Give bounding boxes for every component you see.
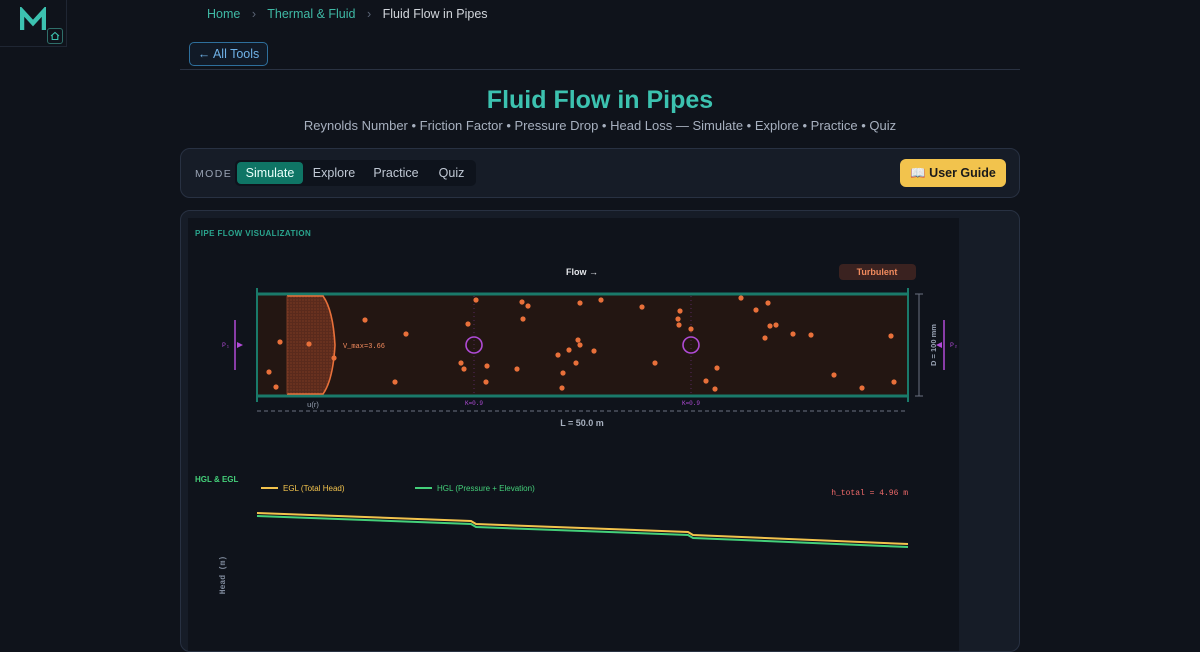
flow-particle [753, 307, 759, 313]
flow-particle [266, 369, 272, 375]
tab-explore[interactable]: Explore [312, 166, 356, 180]
profile-label: u(r) [307, 400, 319, 409]
p2-label: P₂ [950, 342, 958, 349]
pipe-flow-svg: PIPE FLOW VISUALIZATION Flow → Turbulent… [195, 229, 958, 594]
breadcrumb: Home › Thermal & Fluid › Fluid Flow in P… [207, 7, 488, 21]
flow-particle [575, 337, 581, 343]
flow-particle [559, 385, 565, 391]
hgl-line [256, 515, 909, 548]
flow-particle [484, 363, 490, 369]
page-subtitle: Reynolds Number • Friction Factor • Pres… [303, 118, 897, 133]
flow-particle [652, 360, 658, 366]
flow-particle [514, 366, 520, 372]
egl-line [256, 512, 909, 545]
hgl-heading: HGL & EGL [195, 475, 239, 484]
flow-particle [273, 384, 279, 390]
p1-label: P₁ [222, 342, 230, 349]
mode-label: MODE [195, 168, 233, 180]
flow-particle [714, 365, 720, 371]
flow-particle [888, 333, 894, 339]
flow-particle [577, 300, 583, 306]
breadcrumb-home[interactable]: Home [207, 7, 241, 21]
flow-particle [891, 379, 897, 385]
mode-bar: MODE Simulate Explore Practice Quiz 📖 Us… [180, 148, 1020, 198]
flow-particle [773, 322, 779, 328]
header-divider [180, 69, 1020, 70]
flow-particle [591, 348, 597, 354]
velocity-max-label: V_max=3.66 [343, 343, 385, 351]
flow-particle [277, 339, 283, 345]
flow-particle [458, 360, 464, 366]
length-label: L = 50.0 m [560, 418, 604, 428]
visualization-panel: PIPE FLOW VISUALIZATION Flow → Turbulent… [180, 210, 1020, 652]
flow-particle [465, 321, 471, 327]
flow-particle [738, 295, 744, 301]
flow-particle [808, 332, 814, 338]
tab-simulate[interactable]: Simulate [237, 162, 303, 184]
flow-particle [676, 322, 682, 328]
flow-particle [403, 331, 409, 337]
flow-particle [566, 347, 572, 353]
flow-particle [461, 366, 467, 372]
flow-particle [525, 303, 531, 309]
breadcrumb-separator: › [251, 7, 256, 21]
head-axis-label: Head (m) [219, 556, 228, 594]
tab-practice[interactable]: Practice [373, 166, 419, 180]
flow-particle [306, 341, 312, 347]
flow-particle [483, 379, 489, 385]
home-icon[interactable] [47, 28, 63, 44]
user-guide-button[interactable]: 📖 User Guide [900, 159, 1006, 187]
fitting-1-label: K=0.9 [465, 400, 483, 407]
flow-particle [677, 308, 683, 314]
flow-particle [519, 299, 525, 305]
hgl-legend-label: HGL (Pressure + Elevation) [437, 484, 535, 493]
flow-particle [331, 355, 337, 361]
flow-particle [598, 297, 604, 303]
p2-arrow-icon [936, 342, 942, 348]
page-title: Fluid Flow in Pipes [486, 86, 714, 114]
breadcrumb-current: Fluid Flow in Pipes [382, 7, 488, 21]
flow-particle [520, 316, 526, 322]
flow-particle [555, 352, 561, 358]
visualization-canvas: PIPE FLOW VISUALIZATION Flow → Turbulent… [188, 218, 959, 651]
flow-particle [639, 304, 645, 310]
regime-badge [839, 264, 916, 280]
regime-label: Turbulent [857, 267, 898, 277]
logo-icon[interactable] [20, 7, 46, 33]
p1-arrow-icon [237, 342, 243, 348]
pipe-flow-heading: PIPE FLOW VISUALIZATION [195, 229, 311, 238]
flow-particle [362, 317, 368, 323]
fitting-2-label: K=0.9 [682, 400, 700, 407]
flow-particle [762, 335, 768, 341]
flow-particle [573, 360, 579, 366]
flow-particles [266, 295, 897, 392]
logo-rail [0, 0, 67, 47]
flow-particle [473, 297, 479, 303]
tab-quiz[interactable]: Quiz [438, 166, 465, 180]
flow-particle [831, 372, 837, 378]
flow-particle [703, 378, 709, 384]
flow-particle [392, 379, 398, 385]
flow-particle [688, 326, 694, 332]
egl-legend-label: EGL (Total Head) [283, 484, 345, 493]
flow-particle [767, 323, 773, 329]
flow-particle [712, 386, 718, 392]
h-total-label: h_total = 4.96 m [831, 489, 908, 498]
all-tools-button[interactable]: ← All Tools [189, 42, 268, 66]
flow-particle [560, 370, 566, 376]
flow-particle [577, 342, 583, 348]
breadcrumb-separator: › [366, 7, 372, 21]
flow-particle [675, 316, 681, 322]
flow-particle [790, 331, 796, 337]
flow-particle [859, 385, 865, 391]
flow-particle [765, 300, 771, 306]
velocity-profile-outline [287, 295, 336, 395]
breadcrumb-section[interactable]: Thermal & Fluid [267, 7, 356, 21]
diameter-label: D = 100 mm [929, 324, 938, 366]
mode-tabs: Simulate Explore Practice Quiz [235, 160, 476, 186]
flow-direction-label: Flow → [566, 267, 598, 277]
